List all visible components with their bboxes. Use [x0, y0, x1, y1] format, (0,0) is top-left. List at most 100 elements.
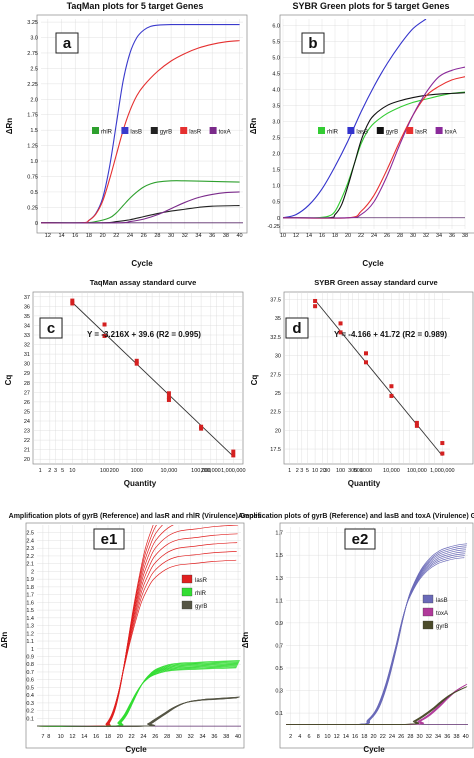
y-tick-label: 0 — [277, 216, 280, 222]
chart-panel-e2: Amplification plots of gyrB (Reference) … — [238, 513, 474, 754]
y-axis-label: ΔRn — [249, 118, 258, 135]
y-tick-label: 2 — [31, 569, 34, 575]
legend-label-lasB: lasB — [436, 598, 448, 604]
series-line-rhlR — [283, 91, 465, 219]
series-line-lasR — [283, 76, 465, 219]
legend-label-gyrB: gyrB — [160, 130, 172, 136]
x-axis-label: Cycle — [363, 745, 385, 754]
panel-label: e2 — [352, 531, 369, 548]
x-tick-label: 26 — [152, 734, 158, 740]
data-point — [70, 298, 75, 303]
legend-label-toxA: toxA — [445, 130, 457, 136]
y-tick-label: 0.3 — [26, 701, 34, 707]
y-tick-label: 24 — [24, 419, 30, 425]
series-line-lasB — [283, 19, 427, 219]
x-tick-label: 5 — [61, 468, 64, 474]
y-tick-label: 0.5 — [272, 200, 280, 206]
chart-title: SYBR Green plots for 5 target Genes — [292, 1, 449, 11]
panel-label: e1 — [101, 531, 118, 548]
x-tick-label: 32 — [182, 233, 188, 239]
y-tick-label: 0.2 — [26, 709, 34, 715]
x-tick-label: 26 — [141, 233, 147, 239]
y-tick-label: 1.1 — [275, 598, 283, 604]
x-tick-label: 32 — [188, 734, 194, 740]
x-tick-label: 38 — [453, 734, 459, 740]
plot-area — [70, 298, 236, 458]
legend-swatch-lasR — [181, 574, 193, 584]
y-tick-label: 1.5 — [30, 128, 38, 134]
x-tick-label: 10 — [58, 734, 64, 740]
x-tick-label: 200 — [110, 468, 119, 474]
y-axis-label: ΔRn — [241, 632, 250, 649]
x-tick-label: 16 — [72, 233, 78, 239]
y-tick-label: 23 — [24, 429, 30, 435]
legend: rhlR lasB gyrB lasR toxA — [318, 127, 457, 136]
data-point — [338, 330, 343, 335]
data-point — [199, 426, 204, 431]
x-tick-label: 1,000,000 — [430, 468, 454, 474]
chart-panel-b: SYBR Green plots for 5 target Genes 10 12 1… — [249, 1, 474, 268]
y-tick-label: 1.6 — [26, 600, 34, 606]
y-tick-label: 1.1 — [26, 639, 34, 645]
x-tick-label: 20 — [100, 233, 106, 239]
y-tick-label: 0.1 — [275, 711, 283, 717]
legend-swatch-rhlR — [181, 587, 193, 597]
series-line-rhlR — [41, 180, 240, 224]
x-tick-label: 26 — [398, 734, 404, 740]
x-tick-label: 36 — [449, 233, 455, 239]
legend-swatch-lasB — [347, 127, 355, 134]
x-axis-label: Quantity — [348, 479, 381, 488]
y-axis-label: Cq — [4, 375, 13, 386]
y-tick-label: 2.0 — [30, 97, 38, 103]
x-tick-label: 14 — [306, 233, 312, 239]
y-tick-label: 0.25 — [27, 205, 38, 211]
fit-line — [314, 299, 443, 457]
legend-swatch-lasB — [422, 594, 434, 604]
y-tick-label: 1.25 — [27, 144, 38, 150]
legend-swatch-toxA — [209, 127, 217, 134]
x-tick-label: 16 — [319, 233, 325, 239]
regression-equation: Y = -4.166 + 41.72 (R2 = 0.989) — [334, 330, 447, 339]
panel-label-box — [55, 32, 79, 54]
legend: rhlR lasB gyrB lasR toxA — [92, 127, 231, 136]
y-tick-label: 2.4 — [26, 538, 34, 544]
plot-area — [41, 23, 240, 224]
legend-label-gyrB: gyrB — [386, 130, 398, 136]
x-tick-label: 3 — [54, 468, 57, 474]
x-tick-label: 30 — [417, 734, 423, 740]
x-tick-label: 16 — [93, 734, 99, 740]
panel-label-box — [285, 317, 309, 339]
series-line-gyrB — [283, 92, 465, 219]
y-tick-label: 27.5 — [270, 372, 281, 378]
legend-label-toxA: toxA — [219, 130, 231, 136]
y-tick-label: 0.8 — [26, 662, 34, 668]
y-tick-label: 25 — [24, 409, 30, 415]
x-tick-label: 20 — [345, 233, 351, 239]
panel-label: b — [308, 35, 317, 52]
data-point — [363, 360, 368, 365]
x-tick-label: 2 — [289, 734, 292, 740]
y-tick-label: 34 — [24, 323, 30, 329]
data-point — [389, 393, 394, 398]
x-tick-label: 3 — [300, 468, 303, 474]
x-tick-label: 10 — [312, 468, 318, 474]
y-tick-label: 3.0 — [30, 36, 38, 42]
legend-label-lasR: lasR — [195, 578, 208, 584]
y-tick-label: 6.0 — [272, 23, 280, 29]
x-tick-label: 10,000 — [161, 468, 178, 474]
x-axis-label: Quantity — [124, 479, 157, 488]
y-tick-label: 0.9 — [275, 621, 283, 627]
legend-label-rhlR: rhlR — [195, 591, 207, 597]
x-tick-label: 28 — [154, 233, 160, 239]
y-tick-label: 0.4 — [26, 693, 34, 699]
legend-label-gyrB: gyrB — [195, 604, 207, 610]
legend-swatch-lasR — [180, 127, 188, 134]
legend-swatch-toxA — [422, 607, 434, 617]
y-tick-label: 1.7 — [26, 593, 34, 599]
y-tick-label: 1.0 — [30, 159, 38, 165]
series-line-toxA — [41, 191, 240, 224]
x-tick-label: 2 — [48, 468, 51, 474]
panel-label-box — [301, 32, 325, 54]
y-tick-label: 0.7 — [275, 643, 283, 649]
